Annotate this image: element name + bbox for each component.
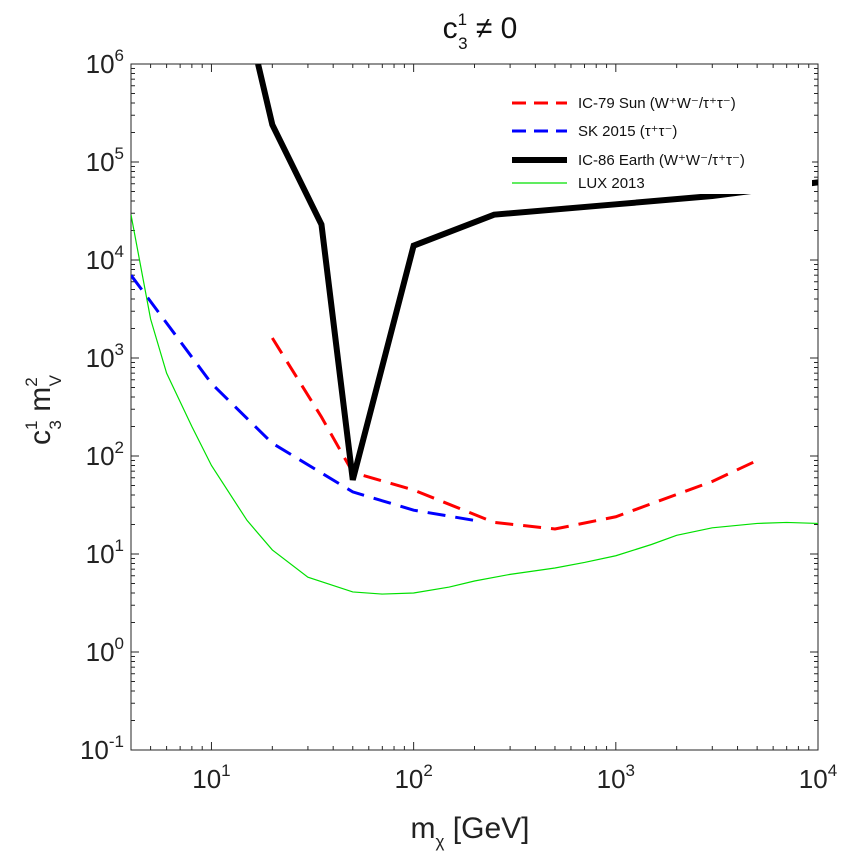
legend-label-ic79: IC-79 Sun (W⁺W⁻/τ⁺τ⁻) bbox=[578, 95, 736, 112]
series-layer bbox=[131, 64, 818, 595]
y-tick-label: 104 bbox=[86, 242, 124, 275]
y-tick-label: 106 bbox=[86, 46, 124, 79]
y-axis-label: c1 3 m2 V bbox=[22, 374, 65, 445]
x-axis-ticks: 101 102 103 104 bbox=[150, 64, 837, 794]
y-tick-label: 101 bbox=[86, 536, 124, 569]
chart-title: c1 3 ≠ 0 bbox=[443, 10, 518, 53]
x-tick-label: 101 bbox=[192, 761, 230, 794]
series-sk2015 bbox=[131, 274, 475, 522]
y-tick-label: 100 bbox=[86, 634, 124, 667]
x-axis-label: mχ [GeV] bbox=[411, 812, 530, 851]
y-axis-ticks: 10-1 100 101 102 103 104 105 106 bbox=[80, 46, 818, 765]
y-tick-label: 105 bbox=[86, 144, 124, 177]
x-tick-label: 103 bbox=[597, 761, 635, 794]
y-tick-label: 103 bbox=[86, 340, 124, 373]
series-lux2013 bbox=[131, 214, 818, 595]
legend-label-lux2013: LUX 2013 bbox=[578, 175, 645, 192]
x-tick-label: 104 bbox=[799, 761, 837, 794]
y-tick-label: 10-1 bbox=[80, 732, 124, 765]
x-tick-label: 102 bbox=[394, 761, 432, 794]
legend: IC-79 Sun (W⁺W⁻/τ⁺τ⁻) SK 2015 (τ⁺τ⁻) IC-… bbox=[506, 86, 812, 194]
legend-label-ic86: IC-86 Earth (W⁺W⁻/τ⁺τ⁻) bbox=[578, 152, 745, 169]
series-ic86-earth bbox=[255, 64, 818, 481]
series-ic79-sun bbox=[271, 337, 758, 531]
y-tick-label: 102 bbox=[86, 438, 124, 471]
legend-label-sk2015: SK 2015 (τ⁺τ⁻) bbox=[578, 123, 677, 140]
